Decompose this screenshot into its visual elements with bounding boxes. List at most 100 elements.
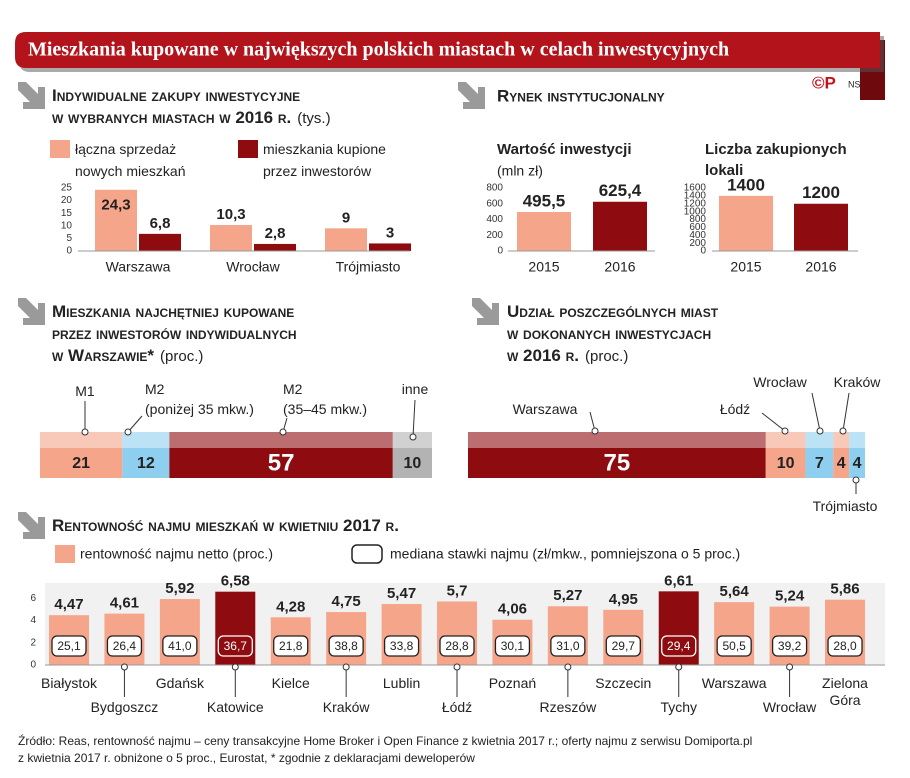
logo: ©P (812, 73, 836, 92)
value-label: 5,92 (165, 580, 194, 597)
y-tick-label: 800 (689, 214, 706, 225)
value-label: 4 (837, 455, 846, 472)
segment-label: Warszawa (513, 401, 578, 417)
y-tick-label: 25 (61, 183, 73, 194)
segment-label: Wrocław (753, 374, 807, 390)
heading-text: Udział poszczególnych miast (507, 302, 719, 321)
bar (719, 195, 773, 251)
heading-text: Indywidualne zakupy inwestycyjne (52, 86, 300, 105)
segment (392, 448, 432, 478)
heading: przez inwestorów indywidualnych (52, 324, 297, 343)
value-label: 1200 (802, 183, 840, 202)
chart-subtitle: Wartość inwestycji (497, 141, 632, 158)
arrow-icon (458, 82, 485, 109)
pointer-dot (279, 428, 287, 436)
median-label: 29,4 (667, 639, 691, 653)
unit: (proc.) (585, 348, 628, 365)
bar (210, 225, 252, 251)
value-label: 4,28 (276, 598, 305, 615)
y-tick-label: 5 (66, 233, 72, 244)
legend-label: mieszkania kupione przez inwestorów (263, 141, 386, 179)
y-tick-label: 6 (30, 593, 36, 604)
pointer-dot (675, 663, 683, 671)
segment-top (849, 432, 865, 448)
y-tick-label: 1000 (684, 206, 707, 217)
chart-unit: (mln zł) (497, 163, 543, 179)
y-tick-label: 400 (689, 230, 706, 241)
x-tick-label: Bydgoszcz (91, 699, 159, 715)
y-tick-label: 600 (486, 198, 503, 209)
median-box (162, 635, 198, 657)
value-label: 5,47 (387, 585, 416, 602)
median-box (383, 635, 420, 657)
x-tick-label: Tychy (660, 699, 697, 715)
value-label: 5,64 (720, 583, 750, 600)
x-tick-label: Katowice (207, 699, 264, 715)
pointer (761, 412, 786, 432)
x-tick-label: Warszawa (702, 675, 767, 691)
heading: w dokonanych inwestycjach (507, 324, 711, 343)
value-label: 9 (342, 209, 350, 226)
y-tick-label: 0 (30, 660, 36, 671)
unit: (proc.) (160, 348, 203, 365)
x-tick-label: Poznań (489, 675, 536, 691)
pointer-dot (564, 663, 572, 671)
segment (833, 448, 850, 478)
pointer (811, 392, 821, 432)
x-tick-label: Rzeszów (539, 699, 597, 715)
median-label: 28,8 (445, 639, 469, 653)
value-label: 5,27 (553, 587, 582, 604)
x-tick-label: Kraków (323, 699, 371, 715)
segment-top (122, 432, 170, 448)
segment (805, 448, 834, 478)
pointer-dot (124, 428, 132, 436)
segment (169, 448, 393, 478)
median-label: 36,7 (224, 639, 248, 653)
x-tick-label: Warszawa (106, 259, 171, 275)
median-label: 39,2 (778, 639, 802, 653)
value-label: 21 (72, 455, 90, 472)
value-label: 2,8 (265, 225, 286, 242)
value-label: 3 (386, 224, 394, 241)
pointer-dot (816, 427, 824, 435)
y-tick-label: 20 (61, 195, 73, 206)
segment (468, 448, 766, 478)
heading: Mieszkania najchętniej kupowane (52, 302, 294, 321)
value-label: 6,8 (150, 215, 171, 232)
legend-swatch (351, 544, 383, 564)
y-tick-label: 15 (61, 208, 73, 219)
value-label: 57 (268, 449, 295, 476)
value-label: 4,47 (54, 596, 83, 613)
x-tick-label: 2016 (805, 259, 836, 275)
segment-label: Trójmiasto (813, 498, 878, 514)
x-tick-label: Białystok (41, 675, 98, 691)
x-tick-label: 2015 (528, 259, 559, 275)
median-label: 25,1 (57, 639, 81, 653)
segment-label: M1 (75, 383, 95, 399)
y-tick-label: 2 (30, 637, 36, 648)
x-tick-label: Trójmiasto (336, 259, 401, 275)
pointer-dot (120, 663, 128, 671)
pointer-dot (81, 428, 89, 436)
value-label: 24,3 (101, 197, 130, 214)
value-label: 495,5 (523, 191, 566, 210)
segment-top (169, 432, 393, 448)
pointer-dot (453, 663, 461, 671)
median-label: 30,1 (501, 639, 525, 653)
y-tick-label: 200 (486, 230, 503, 241)
bar (369, 243, 411, 251)
heading-text: w 2016 r. (507, 346, 579, 365)
x-tick-label: Wrocław (226, 259, 280, 275)
value-label: 1400 (727, 175, 765, 194)
median-label: 26,4 (113, 639, 137, 653)
pointer-dot (231, 663, 239, 671)
value-label: 6,61 (664, 572, 693, 589)
heading: Rentowność najmu mieszkań w kwietniu 201… (52, 516, 399, 535)
value-label: 4,61 (110, 595, 139, 612)
pointer-dot (852, 476, 860, 484)
value-label: 4,95 (609, 591, 638, 608)
legend-swatch (238, 140, 258, 158)
arrow-icon (472, 298, 499, 325)
bar (593, 201, 647, 251)
